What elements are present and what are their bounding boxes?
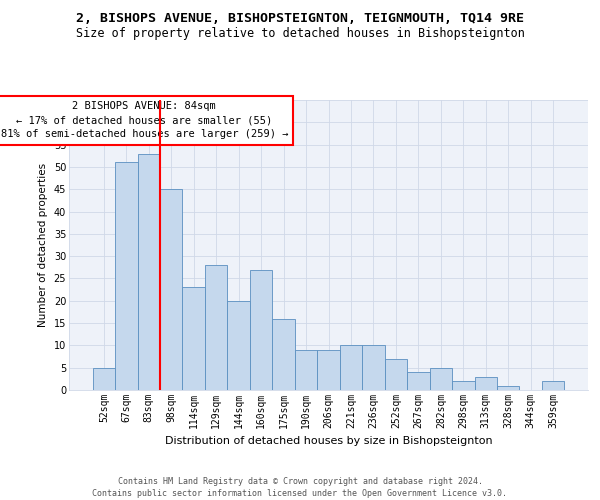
Bar — [452, 381, 475, 390]
Text: 2 BISHOPS AVENUE: 84sqm
← 17% of detached houses are smaller (55)
81% of semi-de: 2 BISHOPS AVENUE: 84sqm ← 17% of detache… — [1, 102, 288, 140]
Bar — [182, 288, 205, 390]
Bar — [250, 270, 272, 390]
Bar — [475, 376, 497, 390]
Text: Contains HM Land Registry data © Crown copyright and database right 2024.
Contai: Contains HM Land Registry data © Crown c… — [92, 476, 508, 498]
Bar — [362, 346, 385, 390]
Bar — [430, 368, 452, 390]
X-axis label: Distribution of detached houses by size in Bishopsteignton: Distribution of detached houses by size … — [164, 436, 493, 446]
Bar — [160, 189, 182, 390]
Y-axis label: Number of detached properties: Number of detached properties — [38, 163, 48, 327]
Bar — [227, 301, 250, 390]
Text: 2, BISHOPS AVENUE, BISHOPSTEIGNTON, TEIGNMOUTH, TQ14 9RE: 2, BISHOPS AVENUE, BISHOPSTEIGNTON, TEIG… — [76, 12, 524, 26]
Bar — [407, 372, 430, 390]
Bar — [340, 346, 362, 390]
Text: Size of property relative to detached houses in Bishopsteignton: Size of property relative to detached ho… — [76, 28, 524, 40]
Bar — [137, 154, 160, 390]
Bar — [385, 359, 407, 390]
Bar — [497, 386, 520, 390]
Bar — [295, 350, 317, 390]
Bar — [317, 350, 340, 390]
Bar — [542, 381, 565, 390]
Bar — [205, 265, 227, 390]
Bar — [115, 162, 137, 390]
Bar — [272, 318, 295, 390]
Bar — [92, 368, 115, 390]
